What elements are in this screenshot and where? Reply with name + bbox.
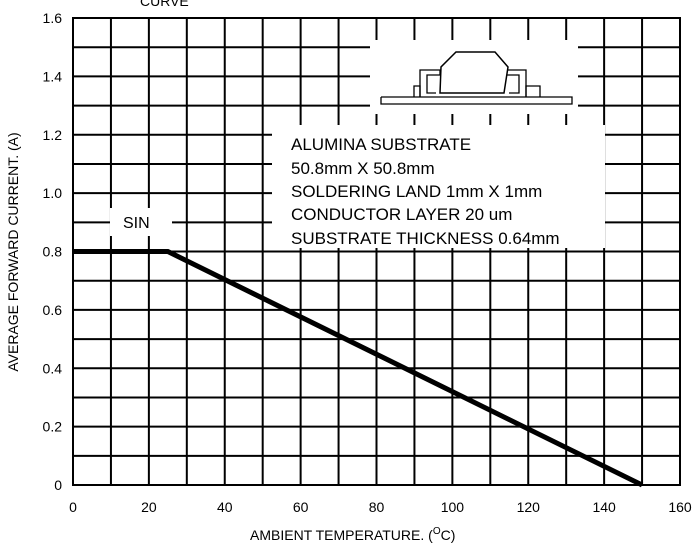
device-body <box>439 51 509 94</box>
x-axis-label-unit: C) <box>441 527 456 543</box>
package-diagram <box>370 40 578 114</box>
series-layer <box>72 249 644 488</box>
x-tick-label: 0 <box>69 499 77 515</box>
y-tick-label: 1.2 <box>43 127 63 143</box>
annotation-line-2: 50.8mm X 50.8mm <box>291 159 435 178</box>
x-axis-label: AMBIENT TEMPERATURE. (OC) <box>250 526 455 543</box>
annotation-line-3: SOLDERING LAND 1mm X 1mm <box>291 182 542 201</box>
x-tick-label: 140 <box>592 499 616 515</box>
annotation-line-4: CONDUCTOR LAYER 20 um <box>291 205 512 224</box>
x-tick-label: 80 <box>369 499 385 515</box>
y-tick-label: 0.2 <box>43 419 63 435</box>
x-tick-label: 160 <box>668 499 692 515</box>
x-tick-label: 20 <box>141 499 157 515</box>
annotation-line-5: SUBSTRATE THICKNESS 0.64mm <box>291 229 560 248</box>
x-tick-label: 40 <box>217 499 233 515</box>
series-label-sin: SIN <box>123 215 150 232</box>
y-tick-label: 1.6 <box>43 10 63 26</box>
y-tick-label: 1.4 <box>43 68 63 84</box>
x-axis-label-text: AMBIENT TEMPERATURE. ( <box>250 527 433 543</box>
x-tick-label: 120 <box>517 499 541 515</box>
annotation-background <box>272 125 605 248</box>
x-tick-label: 100 <box>441 499 465 515</box>
substrate-outline <box>380 96 573 105</box>
y-tick-label: 0.4 <box>43 360 63 376</box>
y-tick-label: 0.6 <box>43 302 63 318</box>
y-axis-label: AVERAGE FORWARD CURRENT. (A) <box>5 132 21 371</box>
x-axis-label-degree: O <box>433 526 441 537</box>
annotation-line-1: ALUMINA SUBSTRATE <box>291 135 471 154</box>
y-tick-label: 0 <box>54 477 62 493</box>
series-label-background <box>110 208 172 236</box>
y-axis-ticks: 0 0.2 0.4 0.6 0.8 1.0 1.2 1.4 1.6 <box>43 10 63 493</box>
x-tick-label: 60 <box>293 499 309 515</box>
y-tick-label: 0.8 <box>43 244 63 260</box>
x-axis-ticks: 0 20 40 60 80 100 120 140 160 <box>69 499 692 515</box>
y-tick-label: 1.0 <box>43 185 63 201</box>
annotation-box: ALUMINA SUBSTRATE 50.8mm X 50.8mm SOLDER… <box>272 125 605 248</box>
chart-title: CURVE <box>140 0 189 9</box>
